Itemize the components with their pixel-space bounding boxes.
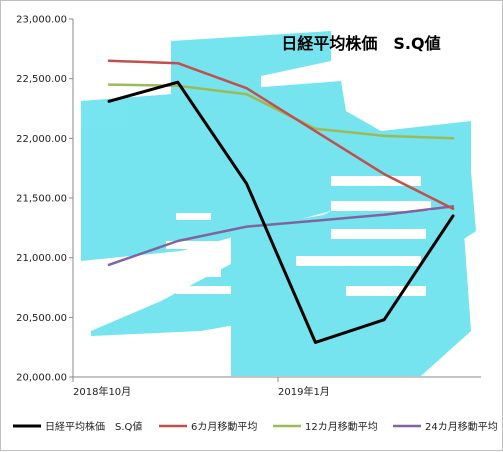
series-layer: [107, 59, 455, 344]
legend-label: 6カ月移動平均: [191, 420, 257, 433]
x-tick-label: 2018年10月: [73, 385, 131, 398]
chart-axes: 20,000.00 20,500.00 21,000.00 21,500.00 22,0…: [16, 15, 481, 398]
y-tick-label: 20,500.00: [16, 313, 67, 324]
legend-label: 24カ月移動平均: [425, 420, 498, 433]
y-tick-label: 23,000.00: [16, 15, 67, 26]
y-tick-label: 20,000.00: [16, 373, 67, 384]
y-tick-label: 21,500.00: [16, 194, 67, 205]
series-line-2: [107, 59, 455, 210]
y-tick-label: 22,000.00: [16, 134, 67, 145]
y-tick-label: 22,500.00: [16, 74, 67, 85]
y-tick-label: 21,000.00: [16, 253, 67, 264]
series-line-1: [107, 80, 455, 344]
legend: 日経平均株価 S.Q値 6カ月移動平均 12カ月移動平均 24カ月移動平均: [13, 420, 498, 433]
turtle-kanji-watermark: [81, 31, 476, 376]
legend-label: 12カ月移動平均: [305, 420, 378, 433]
chart-title: 日経平均株価 S.Q値: [281, 34, 440, 53]
series-line-4: [107, 205, 455, 267]
x-tick-label: 2019年1月: [278, 385, 330, 398]
legend-label: 日経平均株価 S.Q値: [45, 420, 142, 433]
